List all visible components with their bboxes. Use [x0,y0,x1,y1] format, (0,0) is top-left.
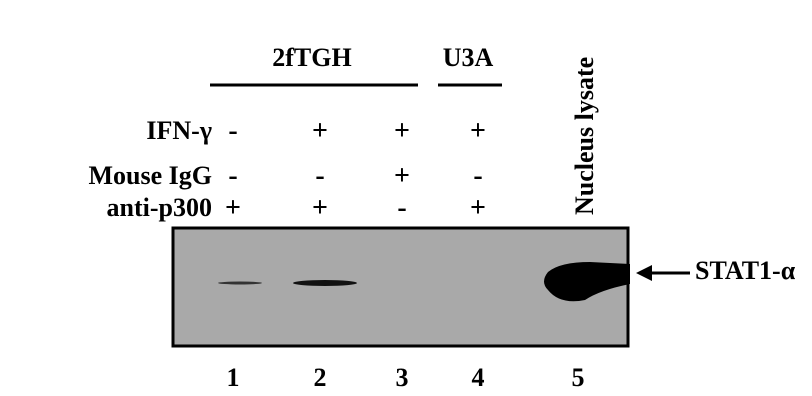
sign: - [397,192,406,223]
sign: + [312,115,328,146]
sign: + [470,115,486,146]
lane-number: 5 [572,363,585,392]
lane-number: 3 [396,363,409,392]
lane-number: 2 [314,363,327,392]
lane-number: 4 [472,363,485,392]
arrow-head [636,265,652,281]
sign: - [228,160,237,191]
row-label: anti-p300 [107,193,212,222]
group-label: U3A [443,43,494,72]
group-label: 2fTGH [272,43,351,72]
row-label: IFN-γ [146,116,212,145]
band [293,280,357,286]
lane-number: 1 [227,363,240,392]
lane-numbers: 1 2 3 4 5 [227,363,585,392]
figure: 2fTGH U3A Nucleus lysate IFN-γ-+++Mouse … [0,0,812,396]
sign: - [473,160,482,191]
band-label: STAT1-α [695,256,796,285]
sign: + [394,160,410,191]
band [218,282,262,285]
sign: - [315,160,324,191]
sign: - [228,115,237,146]
sign: + [225,192,241,223]
sign: + [394,115,410,146]
rows: IFN-γ-+++Mouse IgG--+-anti-p300++-+ [89,115,486,223]
side-label: Nucleus lysate [570,57,599,215]
sign: + [470,192,486,223]
row-label: Mouse IgG [89,161,213,190]
sign: + [312,192,328,223]
